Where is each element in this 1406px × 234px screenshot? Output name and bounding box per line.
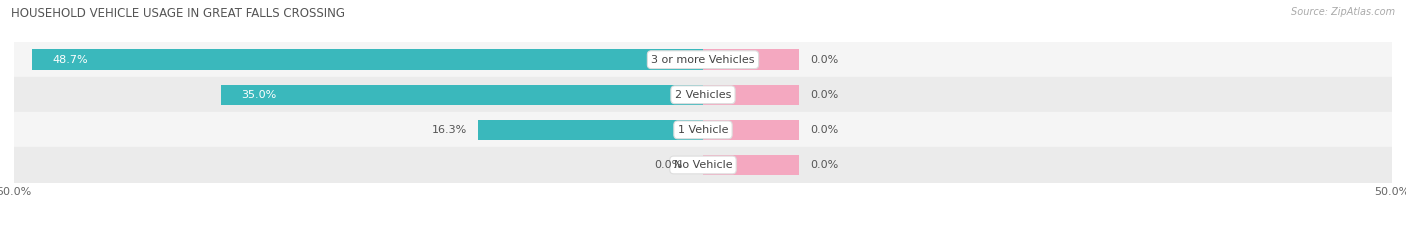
Text: 35.0%: 35.0%	[242, 90, 277, 100]
Text: 0.0%: 0.0%	[810, 160, 839, 170]
Text: 0.0%: 0.0%	[810, 125, 839, 135]
Text: 0.0%: 0.0%	[810, 55, 839, 65]
Text: HOUSEHOLD VEHICLE USAGE IN GREAT FALLS CROSSING: HOUSEHOLD VEHICLE USAGE IN GREAT FALLS C…	[11, 7, 346, 20]
Bar	[703, 155, 800, 175]
Bar	[703, 120, 800, 140]
Bar	[14, 42, 1392, 77]
Bar	[703, 84, 800, 105]
Text: 16.3%: 16.3%	[432, 125, 467, 135]
Text: Source: ZipAtlas.com: Source: ZipAtlas.com	[1291, 7, 1395, 17]
Bar	[32, 49, 703, 70]
Text: No Vehicle: No Vehicle	[673, 160, 733, 170]
Text: 3 or more Vehicles: 3 or more Vehicles	[651, 55, 755, 65]
Text: 1 Vehicle: 1 Vehicle	[678, 125, 728, 135]
Bar	[703, 49, 800, 70]
Bar	[478, 120, 703, 140]
Bar	[14, 77, 1392, 112]
Text: 48.7%: 48.7%	[52, 55, 89, 65]
Bar	[14, 147, 1392, 183]
Text: 2 Vehicles: 2 Vehicles	[675, 90, 731, 100]
Text: 0.0%: 0.0%	[654, 160, 682, 170]
Text: 0.0%: 0.0%	[810, 90, 839, 100]
Legend: Owner-occupied, Renter-occupied: Owner-occupied, Renter-occupied	[583, 231, 823, 234]
Bar	[14, 112, 1392, 147]
Bar	[221, 84, 703, 105]
